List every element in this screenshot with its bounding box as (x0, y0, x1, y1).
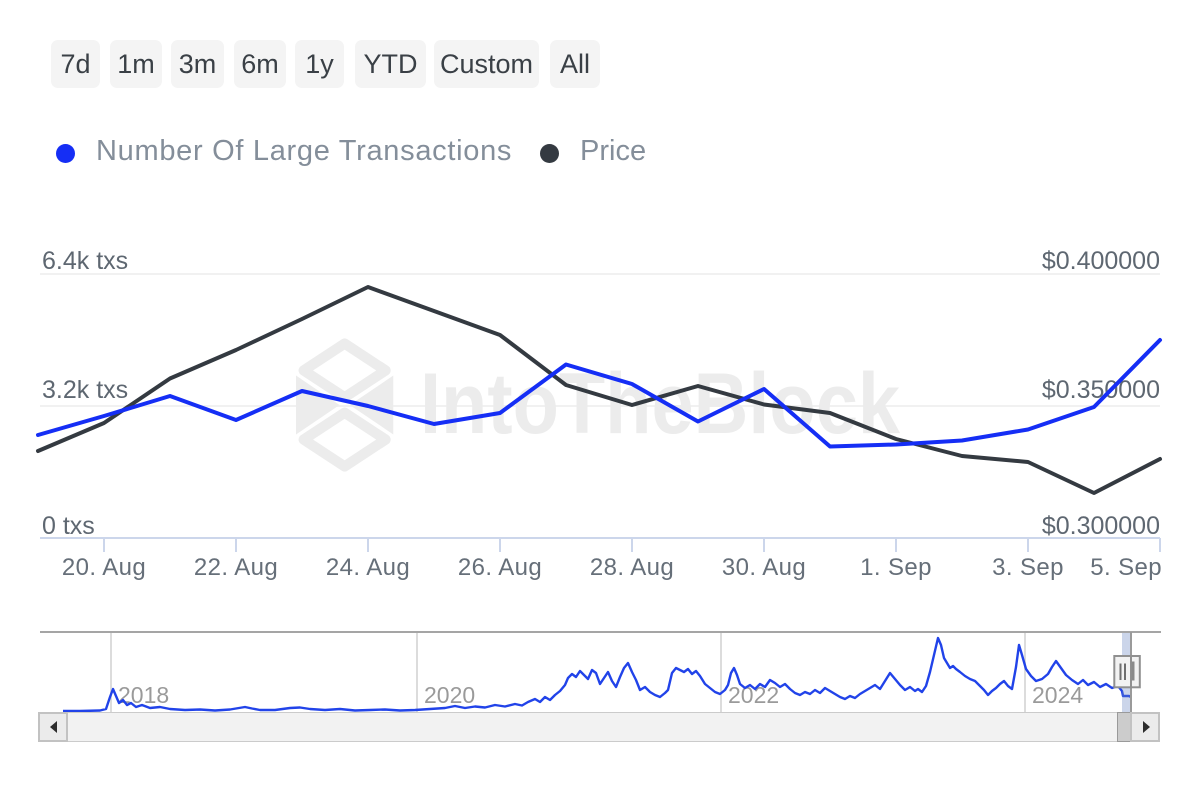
svg-text:IntoTheBlock: IntoTheBlock (420, 356, 900, 452)
